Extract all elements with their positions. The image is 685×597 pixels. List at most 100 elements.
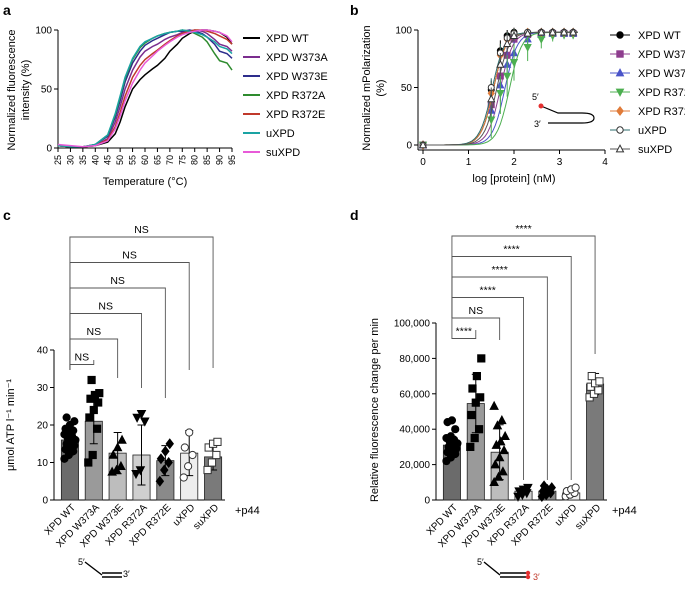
legend-label: uXPD (266, 128, 295, 140)
data-point (161, 445, 170, 457)
legend-label: uXPD (638, 125, 667, 137)
y-axis-title: Relative fluorescence change per min (369, 318, 381, 502)
legend-label: XPD WT (638, 30, 681, 42)
x-tick-label: 65 (152, 155, 162, 165)
series-line-xpd-wt (57, 29, 233, 148)
x-tick-label: 2 (511, 157, 517, 168)
substrate-label-5prime: 5′ (78, 557, 85, 567)
data-point (160, 464, 169, 476)
data-point (165, 438, 174, 450)
data-point (184, 462, 193, 471)
data-point (87, 375, 96, 385)
data-point (132, 413, 142, 423)
x-tick-label: 85 (202, 155, 212, 165)
data-point (498, 466, 508, 476)
data-point (489, 400, 499, 410)
data-point (418, 140, 428, 149)
data-point (587, 372, 596, 381)
y-axis-title-line2: (%) (375, 79, 387, 96)
significance-label: **** (456, 326, 472, 338)
data-point (164, 456, 173, 469)
x-tick-label: suXPD (573, 502, 603, 532)
data-point (539, 480, 549, 492)
data-point (496, 90, 505, 98)
data-point (84, 458, 93, 467)
significance-label: NS (110, 275, 125, 287)
data-point (490, 459, 501, 469)
data-point (116, 460, 126, 470)
data-point (571, 483, 580, 492)
panel-letter-d: d (350, 207, 359, 223)
data-point (487, 94, 496, 103)
data-point (523, 44, 532, 52)
data-point (537, 27, 546, 36)
series-line-xpd-r372a (57, 29, 233, 148)
data-point (188, 450, 197, 460)
data-point (476, 393, 485, 402)
legend-marker (615, 68, 625, 77)
data-point (494, 452, 505, 462)
legend-marker (616, 31, 624, 39)
significance-bracket (69, 236, 214, 370)
panel-letter-a: a (3, 2, 11, 18)
legend-label: XPD WT (266, 33, 309, 45)
fluorophore-dot (525, 570, 531, 576)
inset-label-5prime: 5′ (532, 92, 539, 102)
data-point (156, 453, 166, 465)
y-tick-label: 50 (401, 83, 413, 94)
data-point (112, 442, 123, 452)
legend-marker (616, 50, 624, 58)
substrate-schematic (483, 561, 528, 578)
data-point (447, 416, 457, 425)
significance-label: NS (468, 305, 483, 317)
significance-bracket (451, 317, 501, 340)
series-line-xpd-w373e (57, 29, 233, 148)
x-tick-label: 80 (190, 155, 200, 165)
legend-label: XPD R372E (638, 106, 685, 118)
x-tick-label: 30 (65, 155, 75, 165)
data-point (509, 59, 519, 67)
quencher-dot (525, 574, 531, 580)
significance-label: NS (98, 301, 113, 313)
data-point (503, 39, 512, 47)
data-point (446, 432, 455, 441)
legend-label: XPD W373A (266, 52, 328, 64)
data-point (88, 450, 97, 460)
x-tick-label: 55 (128, 155, 138, 165)
y-tick-label: 0 (424, 496, 430, 507)
data-point (489, 476, 499, 487)
y-axis-title: μmol ATP l⁻¹ min⁻¹ (5, 379, 17, 471)
data-point (155, 475, 165, 487)
x-tick-label: 70 (165, 155, 175, 165)
y-tick-label: 20,000 (399, 460, 430, 471)
legend-label: XPD W373E (266, 71, 328, 83)
x-tick-label: 45 (103, 155, 113, 165)
x-tick-label: suXPD (191, 502, 221, 532)
y-tick-label: 100 (395, 26, 412, 37)
x-tick-label: 4 (602, 157, 608, 168)
data-point (594, 386, 603, 395)
data-point (471, 398, 480, 407)
substrate-label-3prime: 3′ (123, 569, 130, 579)
x-tick-label: 25 (53, 155, 63, 165)
data-point (92, 424, 102, 433)
data-point (466, 442, 475, 451)
significance-bracket (451, 235, 596, 354)
panel-b-chart: 0 50 100 0 1 2 3 4 log [protein] (nM) Normalized … (361, 25, 685, 185)
x-tick-label: 0 (420, 157, 426, 168)
legend-marker (616, 106, 624, 116)
y-tick-label: 100 (35, 26, 52, 37)
legend-marker (615, 144, 625, 153)
significance-label: NS (75, 352, 90, 364)
legend-label: XPD R372A (638, 87, 685, 99)
significance-label: NS (122, 250, 137, 262)
data-point (179, 473, 188, 482)
legend-label: XPD W373A (638, 49, 685, 61)
significance-label: **** (515, 223, 531, 235)
x-axis-title: log [protein] (nM) (472, 173, 555, 185)
data-point (500, 430, 510, 441)
data-point (185, 428, 194, 437)
x-tick-label: 95 (227, 155, 237, 165)
data-point (89, 405, 98, 415)
y-tick-label: 0 (46, 144, 52, 155)
